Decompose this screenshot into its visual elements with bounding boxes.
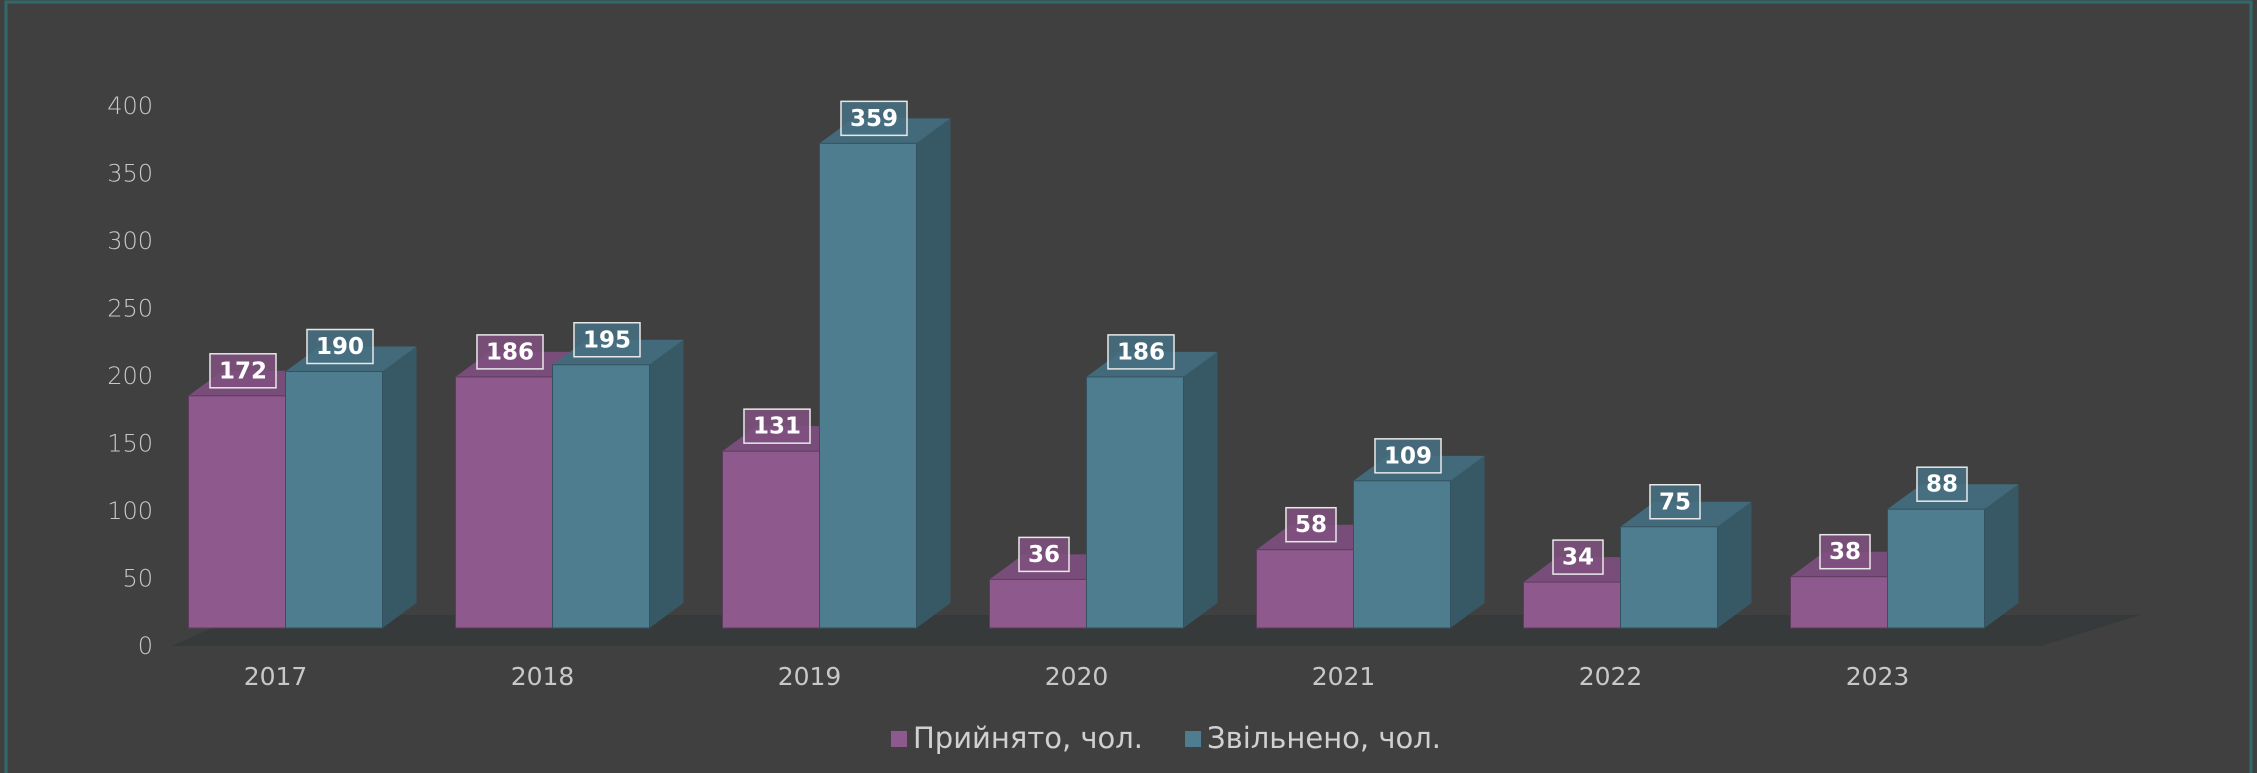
data-label: 36 xyxy=(1028,542,1060,568)
data-label-box xyxy=(1374,438,1442,474)
bar-front xyxy=(455,376,553,629)
legend-swatch xyxy=(891,731,907,747)
data-label-box xyxy=(1107,334,1175,370)
data-label-box xyxy=(1916,466,1968,502)
data-label: 186 xyxy=(486,339,534,365)
bar-side xyxy=(649,339,684,628)
x-tick-label: 2019 xyxy=(778,662,842,691)
bar xyxy=(1353,455,1485,629)
bar-front xyxy=(285,371,383,629)
data-label: 172 xyxy=(219,358,267,384)
bar-side xyxy=(1450,455,1485,628)
data-label-box xyxy=(840,100,908,137)
data-label-box xyxy=(1649,484,1701,520)
y-tick-label: 100 xyxy=(107,497,153,525)
data-label: 58 xyxy=(1295,512,1327,538)
bar xyxy=(1620,501,1752,629)
x-tick-label: 2018 xyxy=(511,662,575,691)
data-label: 34 xyxy=(1562,545,1594,571)
bar-front xyxy=(1353,480,1451,629)
bar-front xyxy=(1887,508,1985,629)
x-tick-label: 2023 xyxy=(1846,662,1910,691)
bar xyxy=(1887,484,2019,629)
y-tick-label: 150 xyxy=(107,430,153,458)
data-label-box xyxy=(743,408,811,444)
bar xyxy=(819,118,951,629)
bar xyxy=(285,346,417,629)
bar xyxy=(552,339,684,629)
data-label-box xyxy=(1552,539,1604,575)
data-label: 131 xyxy=(753,414,801,440)
bar-side xyxy=(1717,501,1752,628)
data-label: 75 xyxy=(1659,489,1691,515)
legend-label: Прийнято, чол. xyxy=(913,721,1143,755)
bar-front xyxy=(1086,376,1184,629)
legend-swatch xyxy=(1185,731,1202,747)
data-label: 186 xyxy=(1117,339,1165,365)
bar-front xyxy=(1620,526,1718,629)
y-tick-label: 50 xyxy=(122,565,153,593)
bar-side xyxy=(916,118,951,628)
bar-side xyxy=(1183,351,1218,628)
bar-front xyxy=(989,578,1087,629)
bar-front xyxy=(552,364,650,629)
bar-front xyxy=(1523,581,1621,629)
bar-front xyxy=(1256,549,1354,629)
data-label: 109 xyxy=(1384,443,1432,469)
x-tick-label: 2022 xyxy=(1579,662,1643,691)
y-tick-label: 300 xyxy=(107,227,153,255)
y-tick-label: 250 xyxy=(107,295,153,323)
x-tick-label: 2021 xyxy=(1312,662,1376,691)
data-label-box xyxy=(476,334,544,370)
y-tick-label: 400 xyxy=(107,92,153,120)
bar-side xyxy=(382,346,417,628)
data-label: 88 xyxy=(1926,472,1958,498)
data-label-box xyxy=(306,328,374,365)
bar-front xyxy=(188,395,286,629)
data-label: 190 xyxy=(316,334,364,360)
bar-side xyxy=(1984,484,2019,628)
y-tick-label: 350 xyxy=(107,160,153,188)
bar xyxy=(1086,351,1218,629)
bar-front xyxy=(1790,576,1888,629)
bar-front xyxy=(722,450,820,629)
bar-front xyxy=(819,142,917,629)
data-label-box xyxy=(209,353,277,389)
data-label-box xyxy=(1819,533,1871,570)
data-label-box xyxy=(1285,506,1337,543)
data-label: 359 xyxy=(850,106,898,132)
data-label: 38 xyxy=(1829,539,1861,565)
data-label-box xyxy=(573,322,641,358)
x-tick-label: 2017 xyxy=(244,662,308,691)
data-label-box xyxy=(1018,536,1070,573)
y-tick-label: 0 xyxy=(138,632,153,660)
y-tick-label: 200 xyxy=(107,362,153,390)
data-label: 195 xyxy=(583,327,631,353)
frame xyxy=(4,0,2253,773)
legend-label: Звільнено, чол. xyxy=(1207,721,1441,755)
x-tick-label: 2020 xyxy=(1045,662,1109,691)
